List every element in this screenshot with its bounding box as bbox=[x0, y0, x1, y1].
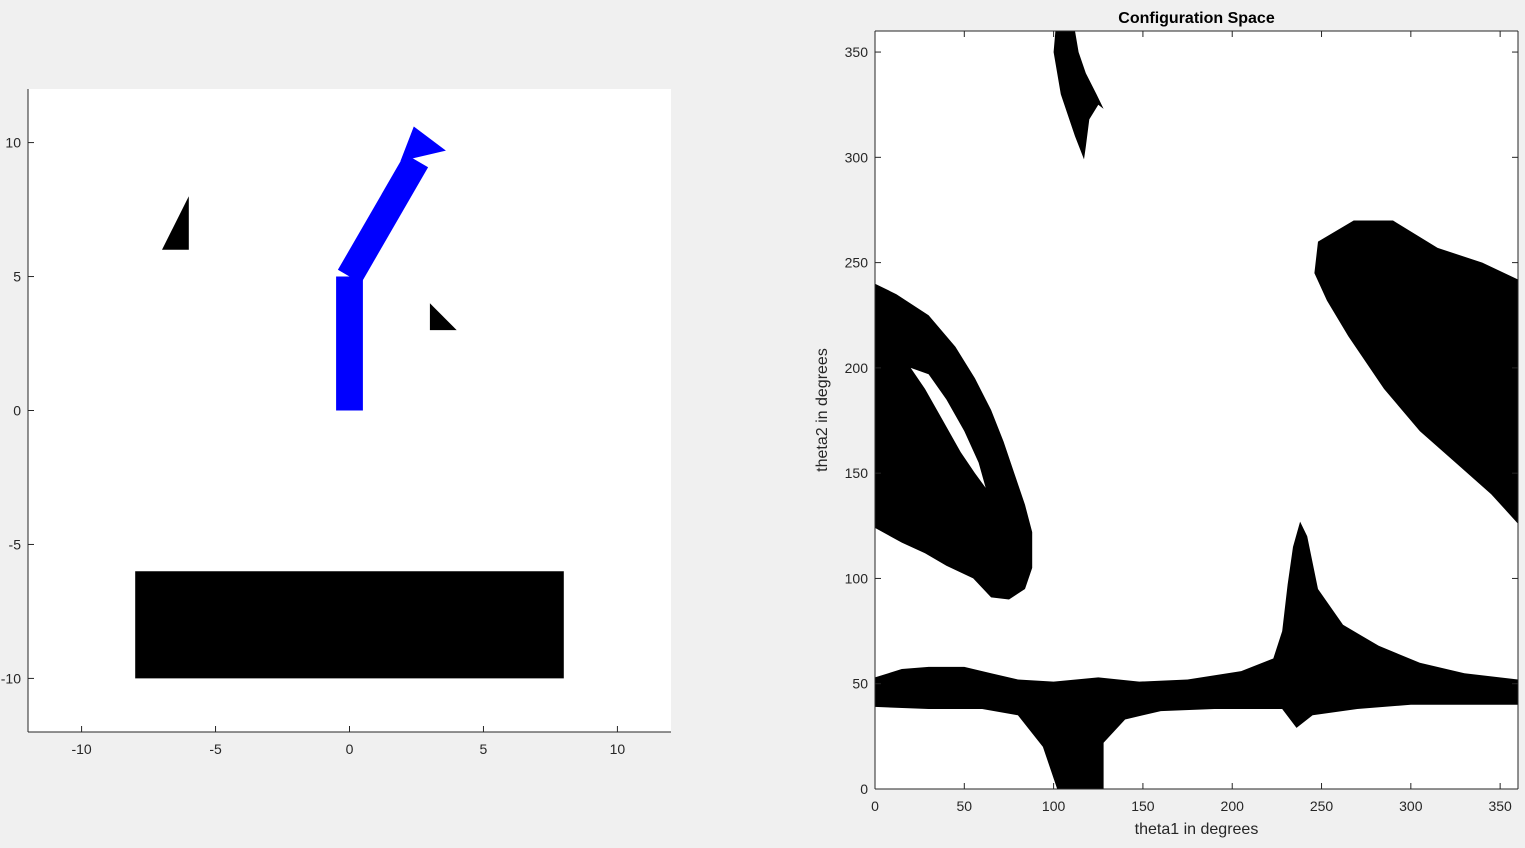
x-tick-label: 5 bbox=[480, 741, 488, 757]
y-tick-label: -10 bbox=[1, 670, 21, 686]
robot-link-2 bbox=[337, 153, 429, 284]
y-tick-label: 350 bbox=[845, 44, 869, 60]
y-tick-label: 0 bbox=[860, 781, 868, 797]
x-axis-label: theta1 in degrees bbox=[1135, 821, 1259, 838]
workspace-axis-decorations: -10 -5 0 5 10 -10 -5 0 5 10 bbox=[1, 89, 671, 757]
x-tick-label: 0 bbox=[871, 798, 879, 814]
y-tick-label: 150 bbox=[845, 465, 869, 481]
robot-link-1 bbox=[336, 276, 363, 411]
chart-title: Configuration Space bbox=[1118, 10, 1275, 27]
cspace-axis-decorations: 0 50 100 150 200 250 300 350 0 50 100 150 200 250 300 3… bbox=[814, 10, 1519, 838]
collision-region-left-lobe-hole bbox=[910, 367, 986, 488]
y-tick-label: 200 bbox=[845, 360, 869, 376]
x-tick-label: 10 bbox=[610, 741, 626, 757]
y-tick-label: 100 bbox=[845, 570, 869, 586]
y-tick-label: -5 bbox=[9, 536, 22, 552]
collision-region-top bbox=[1053, 31, 1104, 160]
x-tick-label: -10 bbox=[71, 741, 91, 757]
obstacle-triangle-right bbox=[429, 303, 457, 331]
configuration-space-axes: 0 50 100 150 200 250 300 350 0 50 100 150 200 250 300 3… bbox=[814, 10, 1519, 838]
obstacle-rectangle-bottom bbox=[135, 571, 564, 679]
x-tick-label: 50 bbox=[957, 798, 973, 814]
y-tick-label: 10 bbox=[5, 135, 21, 151]
y-tick-label: 0 bbox=[13, 403, 21, 419]
y-tick-label: 250 bbox=[845, 255, 869, 271]
collision-region-right-upper bbox=[1314, 220, 1518, 524]
x-tick-label: 250 bbox=[1310, 798, 1334, 814]
x-tick-label: 200 bbox=[1221, 798, 1245, 814]
robot-end-effector bbox=[400, 126, 446, 162]
x-tick-label: 350 bbox=[1488, 798, 1512, 814]
y-tick-label: 300 bbox=[845, 149, 869, 165]
x-tick-label: 0 bbox=[346, 741, 354, 757]
x-tick-label: 300 bbox=[1399, 798, 1423, 814]
x-tick-label: -5 bbox=[209, 741, 222, 757]
collision-regions bbox=[875, 31, 1518, 789]
y-tick-label: 50 bbox=[852, 676, 868, 692]
x-tick-label: 150 bbox=[1131, 798, 1155, 814]
x-tick-label: 100 bbox=[1042, 798, 1066, 814]
collision-region-bottom-band bbox=[875, 521, 1518, 789]
workspace-axes: -10 -5 0 5 10 -10 -5 0 5 10 bbox=[1, 89, 671, 757]
obstacle-triangle-upper-left bbox=[162, 196, 189, 250]
collision-region-left-lobe bbox=[875, 283, 1033, 600]
y-axis-label: theta2 in degrees bbox=[814, 348, 831, 472]
y-tick-label: 5 bbox=[13, 269, 21, 285]
